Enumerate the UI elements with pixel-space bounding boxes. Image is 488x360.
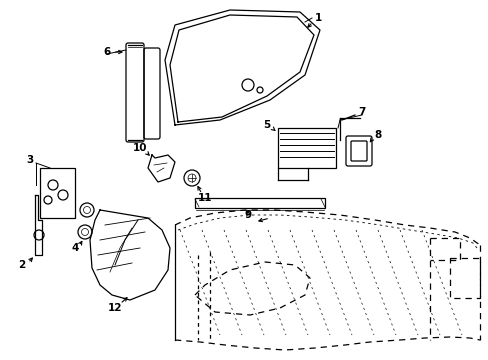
Text: 7: 7 [358,107,365,117]
Text: 6: 6 [103,47,110,57]
Bar [40,168,75,218]
Text: 11: 11 [197,193,212,203]
Text: 8: 8 [374,130,381,140]
Text: 9: 9 [244,210,251,220]
Text: 2: 2 [19,260,25,270]
Text: 3: 3 [26,155,34,165]
Text: 5: 5 [263,120,270,130]
Text: 10: 10 [132,143,147,153]
Text: 12: 12 [107,303,122,313]
Bar [278,128,335,168]
Text: 1: 1 [314,13,321,23]
Text: 4: 4 [71,243,79,253]
Bar [195,198,325,208]
